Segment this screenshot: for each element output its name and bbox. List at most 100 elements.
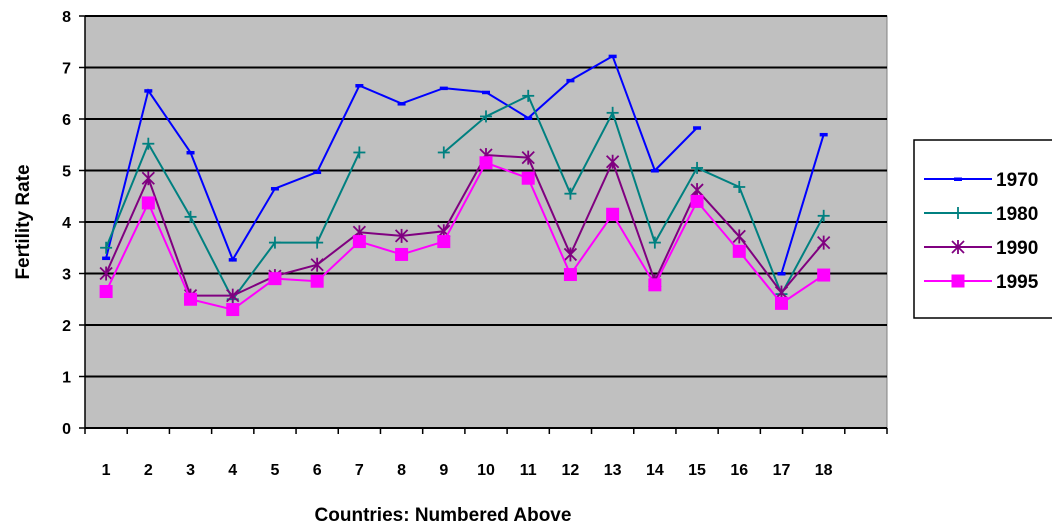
data-point-1970 [482, 90, 490, 95]
data-point-1995 [395, 247, 409, 261]
data-point-1970 [693, 126, 702, 130]
x-tick-label: 8 [397, 462, 406, 479]
data-point-1970 [228, 258, 237, 262]
data-point-1980 [522, 89, 535, 102]
data-point-1995 [606, 207, 620, 221]
data-point-1995 [352, 235, 366, 249]
data-point-1995 [817, 268, 831, 282]
data-point-1980 [311, 236, 324, 249]
x-tick-label: 6 [313, 462, 322, 479]
y-tick-labels: 0 1 2 3 4 5 6 7 8 [62, 9, 71, 438]
data-point-1970 [144, 89, 153, 93]
data-point-1990 [605, 154, 620, 169]
data-point-1995 [310, 274, 324, 288]
legend-label: 1990 [996, 238, 1038, 259]
data-point-1980 [184, 210, 197, 223]
x-tick-label: 7 [355, 462, 364, 479]
legend-item-1970: 1970 [924, 170, 1038, 191]
data-point-1990 [141, 171, 155, 186]
data-point-1995 [479, 156, 493, 170]
series-line-1995 [105, 161, 825, 311]
data-point-1980 [817, 209, 830, 222]
data-point-1995 [690, 194, 704, 208]
y-tick-label: 7 [62, 61, 71, 78]
x-tick-label: 2 [144, 462, 153, 479]
y-tick-label: 8 [62, 9, 71, 26]
x-tick-label: 11 [520, 462, 537, 479]
data-point-1995 [521, 171, 535, 185]
data-point-1990 [690, 183, 704, 198]
axes [79, 15, 888, 434]
data-point-1970 [313, 170, 322, 175]
data-point-1995 [226, 303, 240, 317]
data-point-1995 [99, 285, 113, 299]
data-point-1970 [608, 54, 617, 59]
data-point-1990 [226, 288, 240, 303]
x-tick-label: 18 [815, 462, 833, 479]
series-layer [99, 54, 831, 317]
y-tick-label: 4 [62, 215, 71, 232]
legend-box [913, 139, 1052, 319]
data-point-1970 [819, 132, 828, 137]
x-axis-title: Countries: Numbered Above [315, 505, 572, 526]
x-tick-label: 17 [773, 462, 791, 479]
legend-marker [952, 207, 964, 219]
y-tick-label: 0 [62, 421, 71, 438]
data-point-1980 [142, 137, 155, 150]
y-tick-label: 6 [62, 112, 71, 129]
data-point-1990 [732, 229, 746, 244]
legend-marker [951, 274, 965, 288]
x-tick-label: 10 [477, 462, 495, 479]
data-point-1995 [732, 244, 746, 258]
data-point-1970 [102, 256, 111, 261]
legend-marker [951, 240, 965, 254]
data-point-1970 [566, 78, 575, 83]
x-tick-label: 5 [270, 462, 279, 479]
data-point-1990 [521, 150, 535, 165]
data-point-1990 [99, 266, 113, 281]
x-tick-label: 1 [102, 462, 111, 479]
x-tick-label: 12 [562, 462, 580, 479]
y-tick-label: 5 [62, 164, 71, 181]
data-point-1980 [480, 110, 492, 123]
y-tick-label: 3 [62, 267, 71, 284]
legend-item-1980: 1980 [924, 204, 1038, 225]
data-point-1970 [524, 116, 533, 120]
data-point-1980 [268, 236, 281, 249]
data-point-1995 [141, 196, 155, 210]
data-point-1970 [650, 169, 659, 173]
x-tick-label: 13 [604, 462, 622, 479]
y-tick-label: 1 [62, 370, 71, 387]
legend: 1970 1980 1990 1995 [913, 139, 1052, 319]
x-tick-label: 3 [186, 462, 195, 479]
x-tick-label: 15 [688, 462, 706, 479]
x-tick-label: 16 [730, 462, 748, 479]
series-line-1970 [780, 134, 825, 274]
data-point-1995 [437, 235, 451, 249]
data-point-1990 [394, 228, 409, 243]
legend-label: 1995 [996, 272, 1039, 293]
legend-item-1995: 1995 [924, 272, 1039, 293]
data-point-1995 [648, 278, 662, 292]
data-point-1970 [355, 84, 364, 88]
legend-label: 1980 [996, 204, 1038, 225]
x-tick-labels: 1 2 3 4 5 6 7 8 9 10 11 12 13 14 15 16 17 18 [102, 462, 833, 479]
data-point-1990 [817, 235, 831, 250]
data-point-1970 [270, 187, 279, 191]
data-point-1970 [186, 150, 195, 155]
data-point-1970 [777, 272, 786, 276]
series-1970 [102, 54, 828, 276]
data-point-1980 [648, 236, 661, 249]
data-point-1995 [774, 296, 788, 310]
data-point-1980 [564, 187, 577, 200]
x-tick-label: 14 [646, 462, 664, 479]
series-line-1990 [105, 154, 825, 297]
data-point-1990 [310, 257, 324, 272]
series-1995 [99, 156, 831, 317]
data-point-1980 [100, 241, 113, 254]
data-point-1980 [353, 146, 366, 159]
data-point-1970 [439, 86, 448, 91]
data-point-1980 [733, 180, 746, 193]
data-point-1995 [563, 268, 577, 282]
